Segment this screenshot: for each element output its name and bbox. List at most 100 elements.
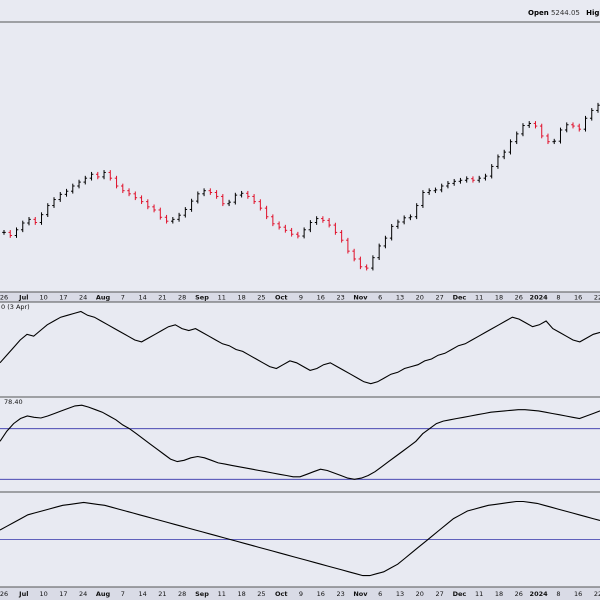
x-tick-label: 18 xyxy=(237,294,245,302)
ind3-line xyxy=(0,500,600,577)
indicator2-panel xyxy=(0,397,600,492)
x-tick-label: 16 xyxy=(317,294,325,302)
x-tick-label: Aug xyxy=(96,294,111,302)
x-tick-label: 17 xyxy=(59,294,67,302)
price-bar xyxy=(421,190,425,208)
x-tick-label: 11 xyxy=(218,590,226,598)
price-bar xyxy=(227,199,231,207)
ohlc-header: Open 5244.05 High 5 xyxy=(528,9,600,17)
x-tick-label: 8 xyxy=(556,294,560,302)
price-bar xyxy=(452,178,456,186)
x-tick-label: 21 xyxy=(158,590,166,598)
x-tick-label: Dec xyxy=(453,294,467,302)
price-bar xyxy=(371,255,375,271)
price-bar xyxy=(83,175,88,185)
x-tick-label: 26 xyxy=(0,294,8,302)
price-bar xyxy=(89,171,94,181)
price-bar xyxy=(283,224,288,233)
price-bar xyxy=(577,123,582,132)
price-bar xyxy=(14,227,19,238)
price-bar xyxy=(464,176,469,183)
price-bar xyxy=(296,231,300,239)
open-label: Open xyxy=(528,9,549,17)
price-bar xyxy=(346,237,350,254)
price-bar xyxy=(114,175,119,189)
price-bar xyxy=(264,205,269,220)
price-bar xyxy=(177,212,181,222)
price-bar xyxy=(221,194,225,207)
x-tick-label: Jul xyxy=(18,590,28,598)
price-bar xyxy=(239,190,244,198)
price-bar xyxy=(302,227,306,239)
price-bar xyxy=(158,207,163,220)
price-bar xyxy=(552,138,557,145)
price-panel xyxy=(0,22,600,292)
x-tick-label: 10 xyxy=(39,590,47,598)
high-label: High xyxy=(586,9,600,17)
price-bar xyxy=(546,133,550,145)
price-bar xyxy=(208,188,213,195)
ind1-line xyxy=(0,310,600,385)
price-bar xyxy=(58,191,63,202)
open-value: 5244.05 xyxy=(550,9,580,17)
bottom-date-axis-band xyxy=(0,587,600,600)
x-tick-label: Aug xyxy=(96,590,111,598)
x-tick-label: 22 xyxy=(594,294,600,302)
price-bar xyxy=(533,121,538,129)
price-bar xyxy=(477,175,481,183)
price-bar xyxy=(183,207,188,218)
x-tick-label: 24 xyxy=(79,590,87,598)
ind2-line xyxy=(0,404,600,480)
indicator1-panel xyxy=(0,302,600,397)
x-tick-label: 8 xyxy=(556,590,560,598)
x-tick-label: 16 xyxy=(574,294,582,302)
price-bar xyxy=(33,217,38,225)
x-tick-label: 18 xyxy=(495,294,503,302)
x-tick-label: 9 xyxy=(299,294,303,302)
price-bar xyxy=(383,235,388,249)
x-tick-label: 18 xyxy=(237,590,245,598)
price-bar xyxy=(233,192,238,205)
x-tick-label: 27 xyxy=(435,590,443,598)
price-bar xyxy=(189,198,194,212)
reference-lines xyxy=(0,428,600,540)
x-tick-label: Dec xyxy=(453,590,467,598)
price-bar xyxy=(308,220,313,233)
price-bar xyxy=(433,187,438,194)
price-bar xyxy=(252,194,256,204)
price-bar xyxy=(333,222,338,235)
price-bar xyxy=(396,219,400,229)
price-bar xyxy=(314,216,319,225)
price-bar xyxy=(583,115,588,132)
price-bar xyxy=(108,170,113,181)
x-tick-label: 17 xyxy=(59,590,67,598)
price-bar xyxy=(364,264,369,271)
panel-dividers xyxy=(0,21,600,588)
x-tick-label: 2024 xyxy=(530,590,549,598)
price-bar xyxy=(133,191,138,201)
price-bar xyxy=(339,230,344,243)
price-bar xyxy=(508,139,513,155)
x-tick-label: 2024 xyxy=(530,294,549,302)
indicator-lines xyxy=(0,310,600,577)
price-bar xyxy=(352,248,356,262)
x-tick-label: Sep xyxy=(195,294,209,302)
price-bar xyxy=(146,199,150,210)
price-bar xyxy=(277,221,281,230)
price-bar xyxy=(164,214,169,224)
x-tick-label: 6 xyxy=(378,294,382,302)
price-bar xyxy=(52,197,56,208)
price-bar xyxy=(121,183,125,194)
price-bar xyxy=(171,217,175,224)
price-bar xyxy=(289,227,294,237)
price-bar xyxy=(558,127,563,144)
price-bar xyxy=(2,230,6,235)
price-bar xyxy=(152,204,156,213)
price-bar xyxy=(358,256,363,270)
price-bar xyxy=(20,220,25,233)
price-bar xyxy=(514,131,519,145)
price-bar xyxy=(102,170,106,180)
x-tick-label: Nov xyxy=(353,590,368,598)
